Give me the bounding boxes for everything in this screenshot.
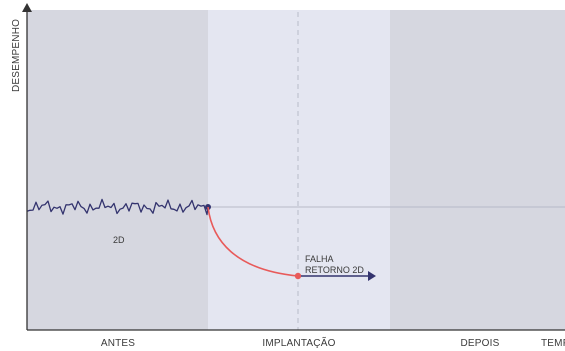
phase-label-depois: DEPOIS xyxy=(461,338,500,349)
phase-label-implantacao: IMPLANTAÇÃO xyxy=(262,336,335,349)
y-axis-arrow-head xyxy=(22,3,32,12)
failure-label-line2: RETORNO 2D xyxy=(305,265,364,275)
phase-band-depois xyxy=(390,10,565,330)
failure-point-dot xyxy=(294,272,302,280)
signal-2d-line xyxy=(26,198,209,216)
phase-band-implantacao xyxy=(208,10,390,330)
failure-label-line1: FALHA xyxy=(305,254,334,264)
phase-label-antes: ANTES xyxy=(101,338,135,349)
y-axis-label: DESEMPENHO xyxy=(11,19,22,92)
x-axis-label: TEMPO xyxy=(541,338,565,349)
signal-label-2d: 2D xyxy=(113,235,125,245)
failure-curve xyxy=(207,206,299,277)
return-arrow-head xyxy=(368,271,376,281)
phase-band-antes xyxy=(27,10,208,330)
